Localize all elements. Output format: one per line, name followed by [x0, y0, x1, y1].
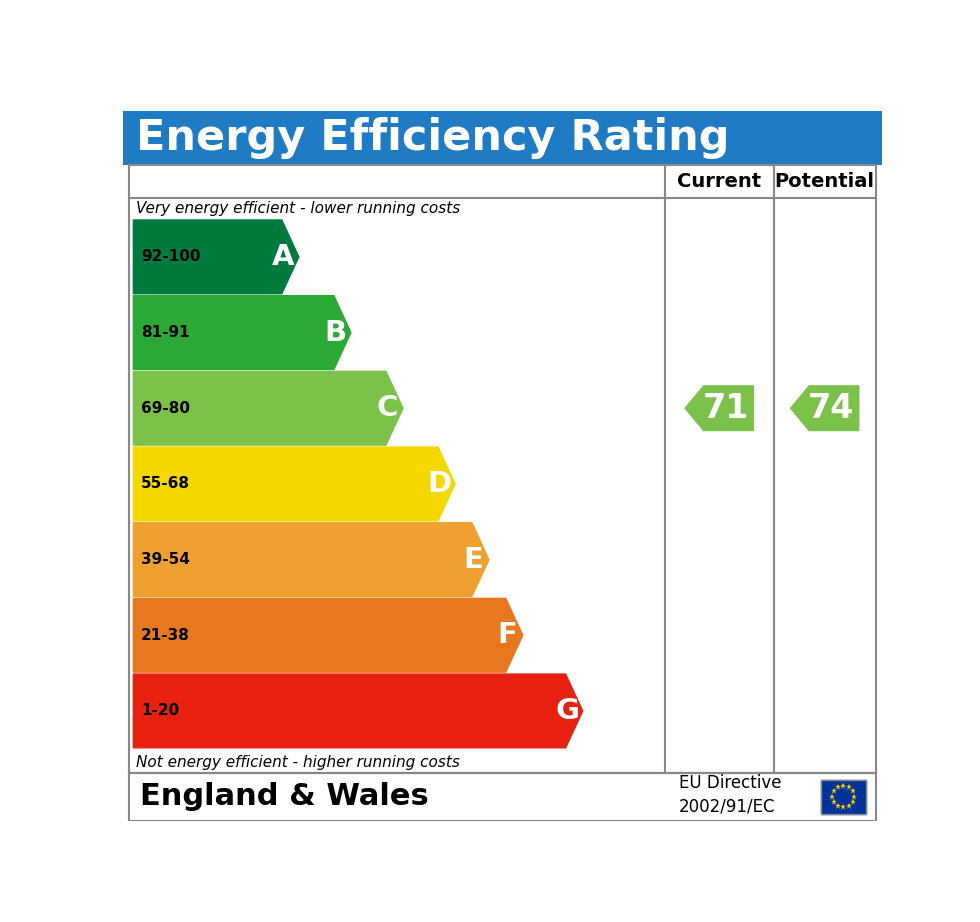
Text: 81-91: 81-91	[141, 325, 190, 340]
Polygon shape	[133, 296, 351, 370]
Text: EU Directive
2002/91/EC: EU Directive 2002/91/EC	[679, 774, 781, 816]
Polygon shape	[133, 598, 522, 672]
Text: E: E	[464, 546, 483, 573]
Polygon shape	[133, 523, 489, 597]
Text: Current: Current	[677, 172, 761, 191]
Polygon shape	[133, 447, 455, 521]
Text: 92-100: 92-100	[141, 249, 201, 265]
Polygon shape	[133, 220, 299, 294]
Text: 71: 71	[703, 392, 749, 425]
Text: Potential: Potential	[774, 172, 874, 191]
Text: F: F	[497, 621, 517, 649]
Text: 74: 74	[808, 392, 854, 425]
Polygon shape	[133, 674, 583, 748]
Text: 1-20: 1-20	[141, 703, 179, 718]
Text: England & Wales: England & Wales	[139, 782, 428, 811]
Text: 55-68: 55-68	[141, 477, 190, 491]
Text: 69-80: 69-80	[141, 401, 190, 416]
Bar	[122, 111, 882, 164]
Bar	[821, 780, 865, 813]
Text: D: D	[427, 470, 452, 498]
Bar	[128, 773, 876, 821]
Text: C: C	[376, 395, 398, 422]
Text: Very energy efficient - lower running costs: Very energy efficient - lower running co…	[136, 202, 461, 217]
Text: Energy Efficiency Rating: Energy Efficiency Rating	[136, 116, 730, 159]
Text: Not energy efficient - higher running costs: Not energy efficient - higher running co…	[136, 755, 461, 770]
Bar	[128, 164, 876, 773]
Text: 21-38: 21-38	[141, 628, 190, 643]
Text: A: A	[272, 242, 295, 271]
Text: B: B	[324, 318, 347, 347]
Text: 39-54: 39-54	[141, 552, 190, 567]
Polygon shape	[685, 386, 754, 431]
Text: G: G	[555, 697, 579, 725]
Bar	[821, 780, 865, 813]
Polygon shape	[791, 386, 858, 431]
Polygon shape	[133, 372, 403, 445]
